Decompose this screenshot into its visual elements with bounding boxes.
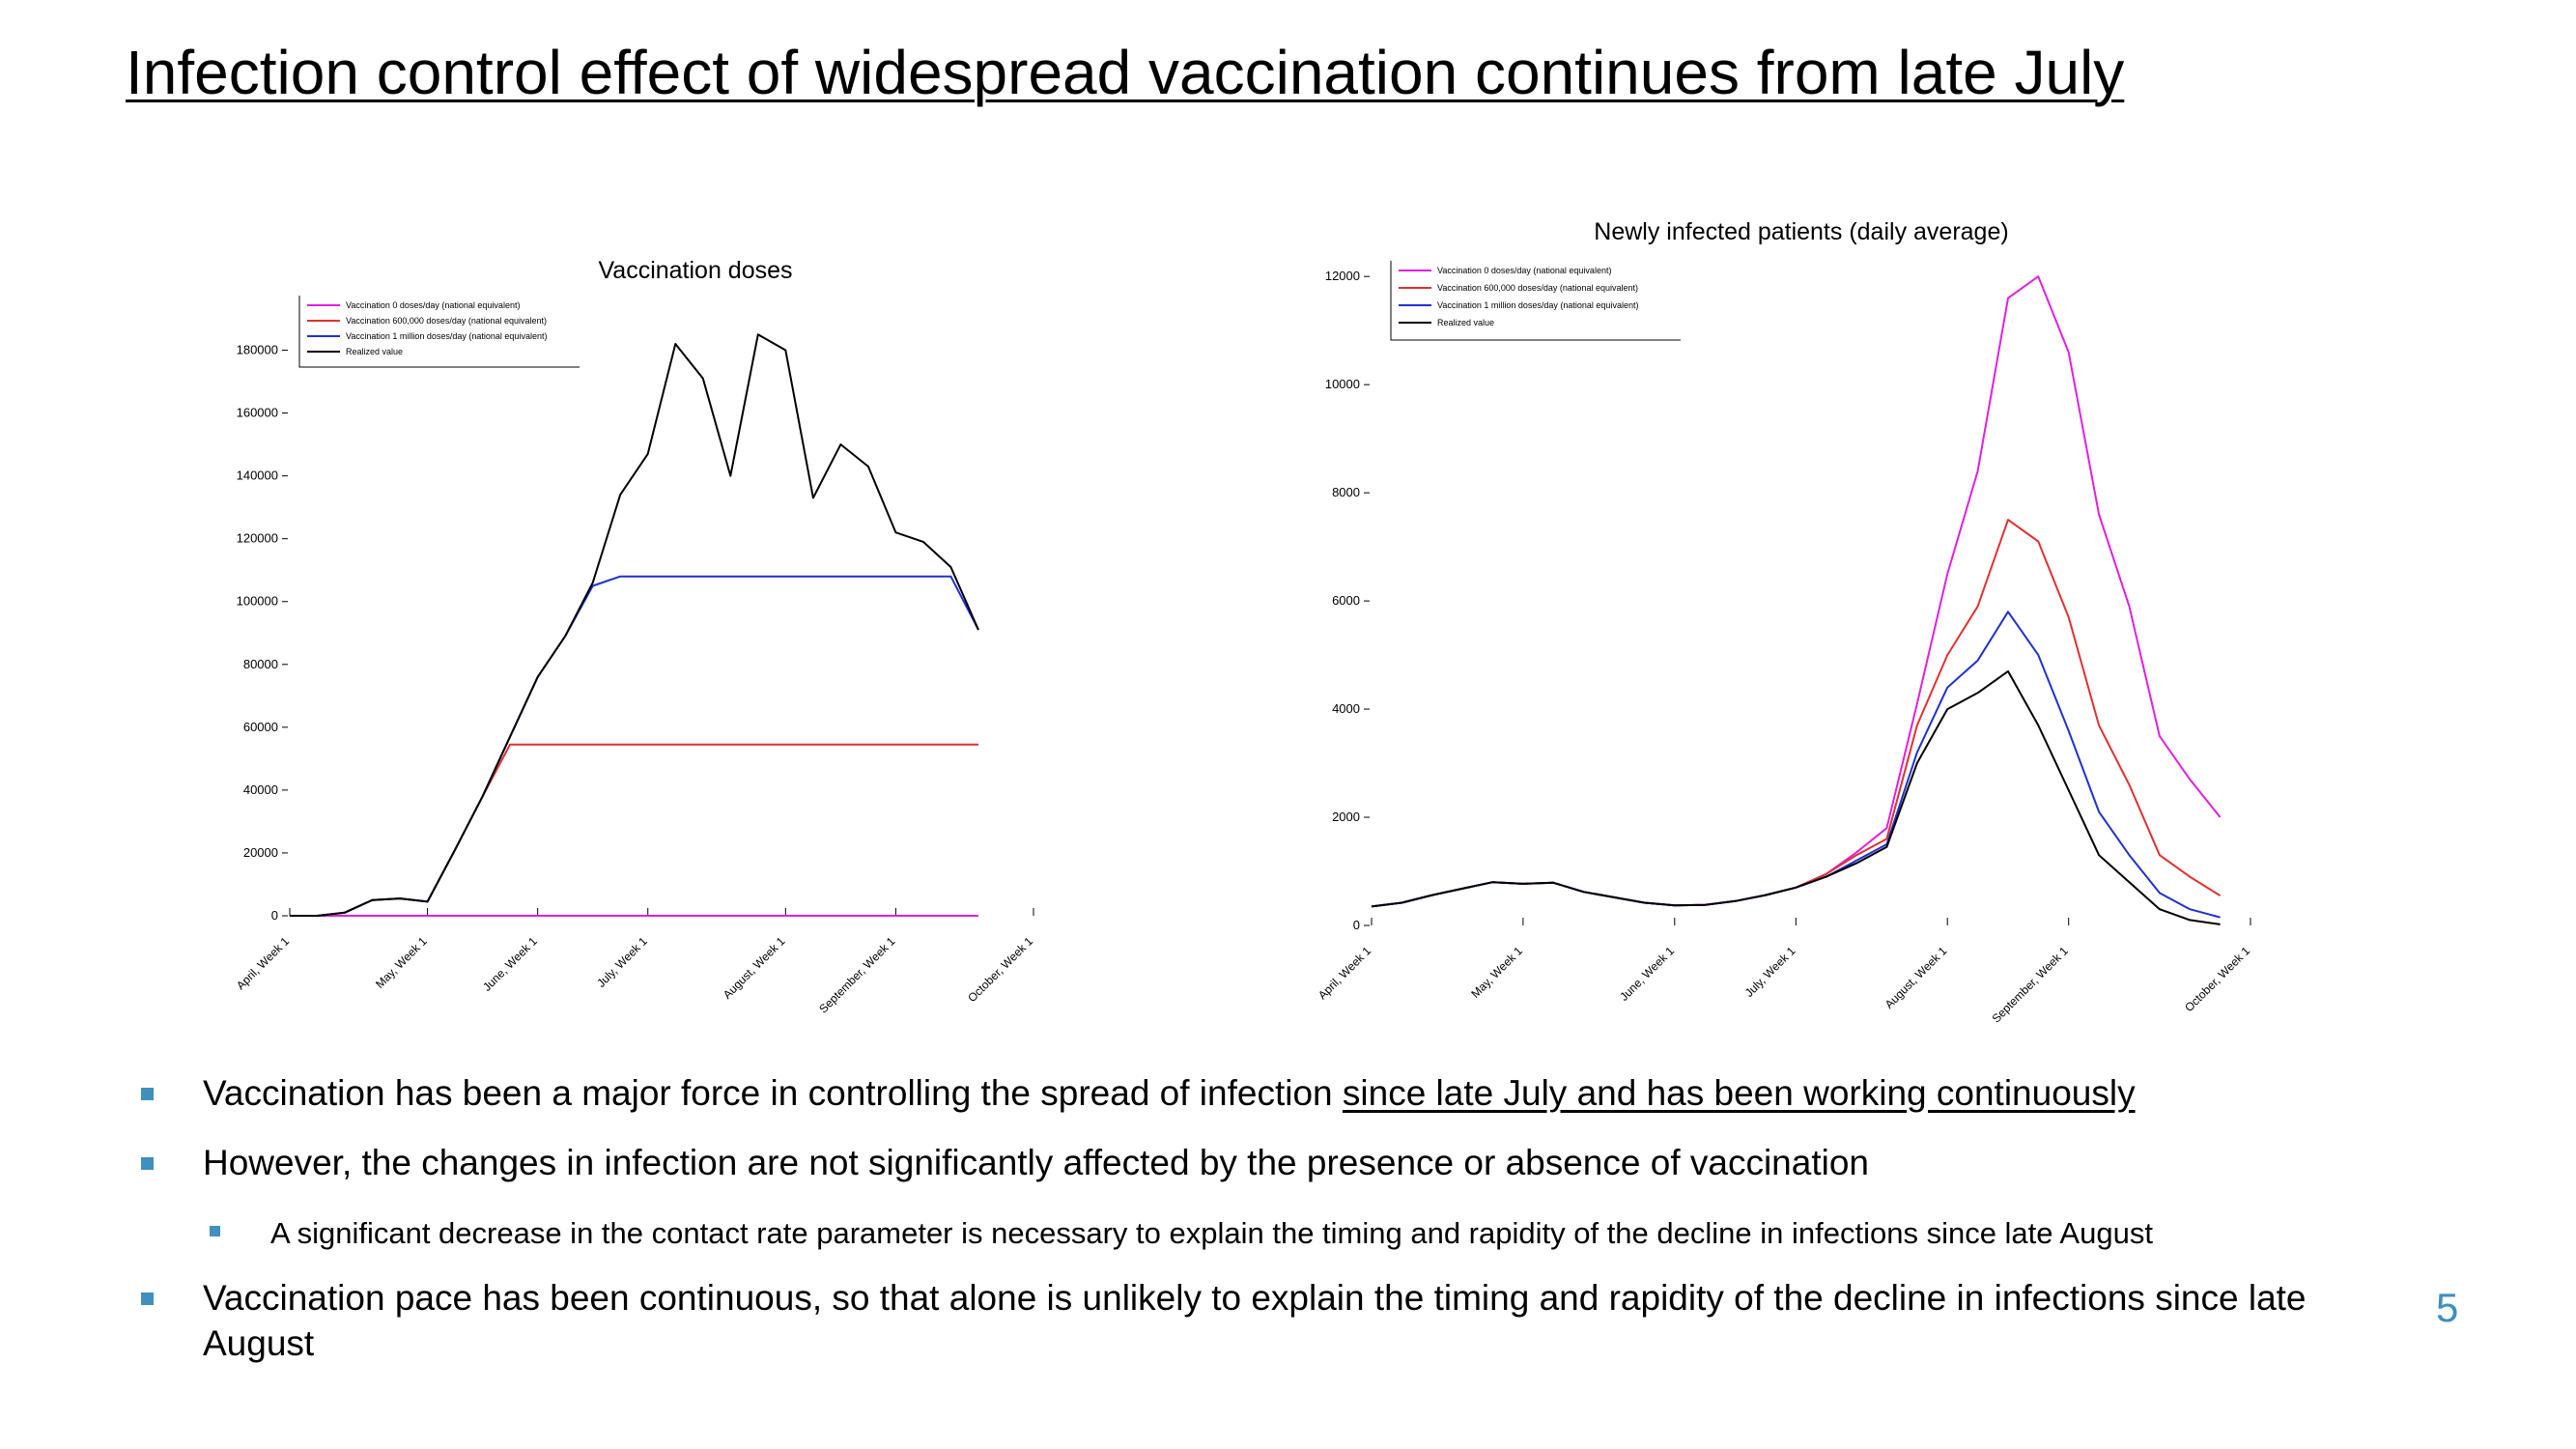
- legend-frame: [1390, 261, 1681, 341]
- legend-frame: [298, 296, 580, 368]
- y-tick-label: 0: [271, 908, 278, 923]
- page-number: 5: [2436, 1285, 2459, 1330]
- y-tick-label: 140000: [237, 469, 278, 483]
- y-tick-label: 100000: [237, 594, 278, 609]
- x-tick-label: April, Week 1: [1316, 944, 1373, 1002]
- y-tick-label: 8000: [1332, 485, 1360, 499]
- chart-title: Vaccination doses: [598, 257, 792, 284]
- slide-title: Infection control effect of widespread v…: [126, 38, 2125, 107]
- chart-title: Newly infected patients (daily average): [1594, 218, 2008, 245]
- y-tick-label: 20000: [243, 845, 278, 860]
- legend-label: Vaccination 1 million doses/day (nationa…: [1437, 300, 1638, 310]
- legend-label: Vaccination 1 million doses/day (nationa…: [346, 331, 547, 341]
- y-tick-label: 60000: [243, 720, 278, 734]
- series-line: [1371, 669, 2221, 925]
- x-tick-label: September, Week 1: [1990, 944, 2071, 1025]
- x-tick-label: July, Week 1: [1742, 944, 1798, 1000]
- x-tick-label: October, Week 1: [2182, 944, 2252, 1014]
- x-tick-label: June, Week 1: [1617, 944, 1677, 1004]
- legend-label: Vaccination 0 doses/day (national equiva…: [346, 300, 520, 310]
- series-line: [290, 333, 979, 917]
- y-tick-label: 180000: [237, 343, 278, 357]
- x-tick-label: August, Week 1: [1882, 944, 1950, 1011]
- y-tick-label: 4000: [1332, 701, 1360, 716]
- x-tick-label: May, Week 1: [1468, 944, 1525, 1001]
- series-line: [1371, 275, 2222, 908]
- y-tick-label: 6000: [1332, 593, 1360, 608]
- y-tick-label: 120000: [237, 531, 278, 546]
- y-tick-label: 0: [1353, 918, 1360, 932]
- legend-label: Vaccination 600,000 doses/day (national …: [1437, 283, 1638, 293]
- y-tick-label: 12000: [1325, 269, 1360, 283]
- y-tick-label: 10000: [1325, 377, 1360, 391]
- series-line: [1371, 519, 2222, 908]
- legend-label: Vaccination 600,000 doses/day (national …: [346, 316, 547, 326]
- y-tick-label: 80000: [243, 657, 278, 671]
- legend-label: Realized value: [1437, 318, 1494, 327]
- y-tick-label: 40000: [243, 782, 278, 797]
- y-tick-label: 2000: [1332, 810, 1360, 824]
- series-line: [1371, 611, 2221, 919]
- legend-label: Realized value: [346, 347, 403, 356]
- legend-label: Vaccination 0 doses/day (national equiva…: [1437, 266, 1611, 275]
- y-tick-label: 160000: [237, 406, 278, 420]
